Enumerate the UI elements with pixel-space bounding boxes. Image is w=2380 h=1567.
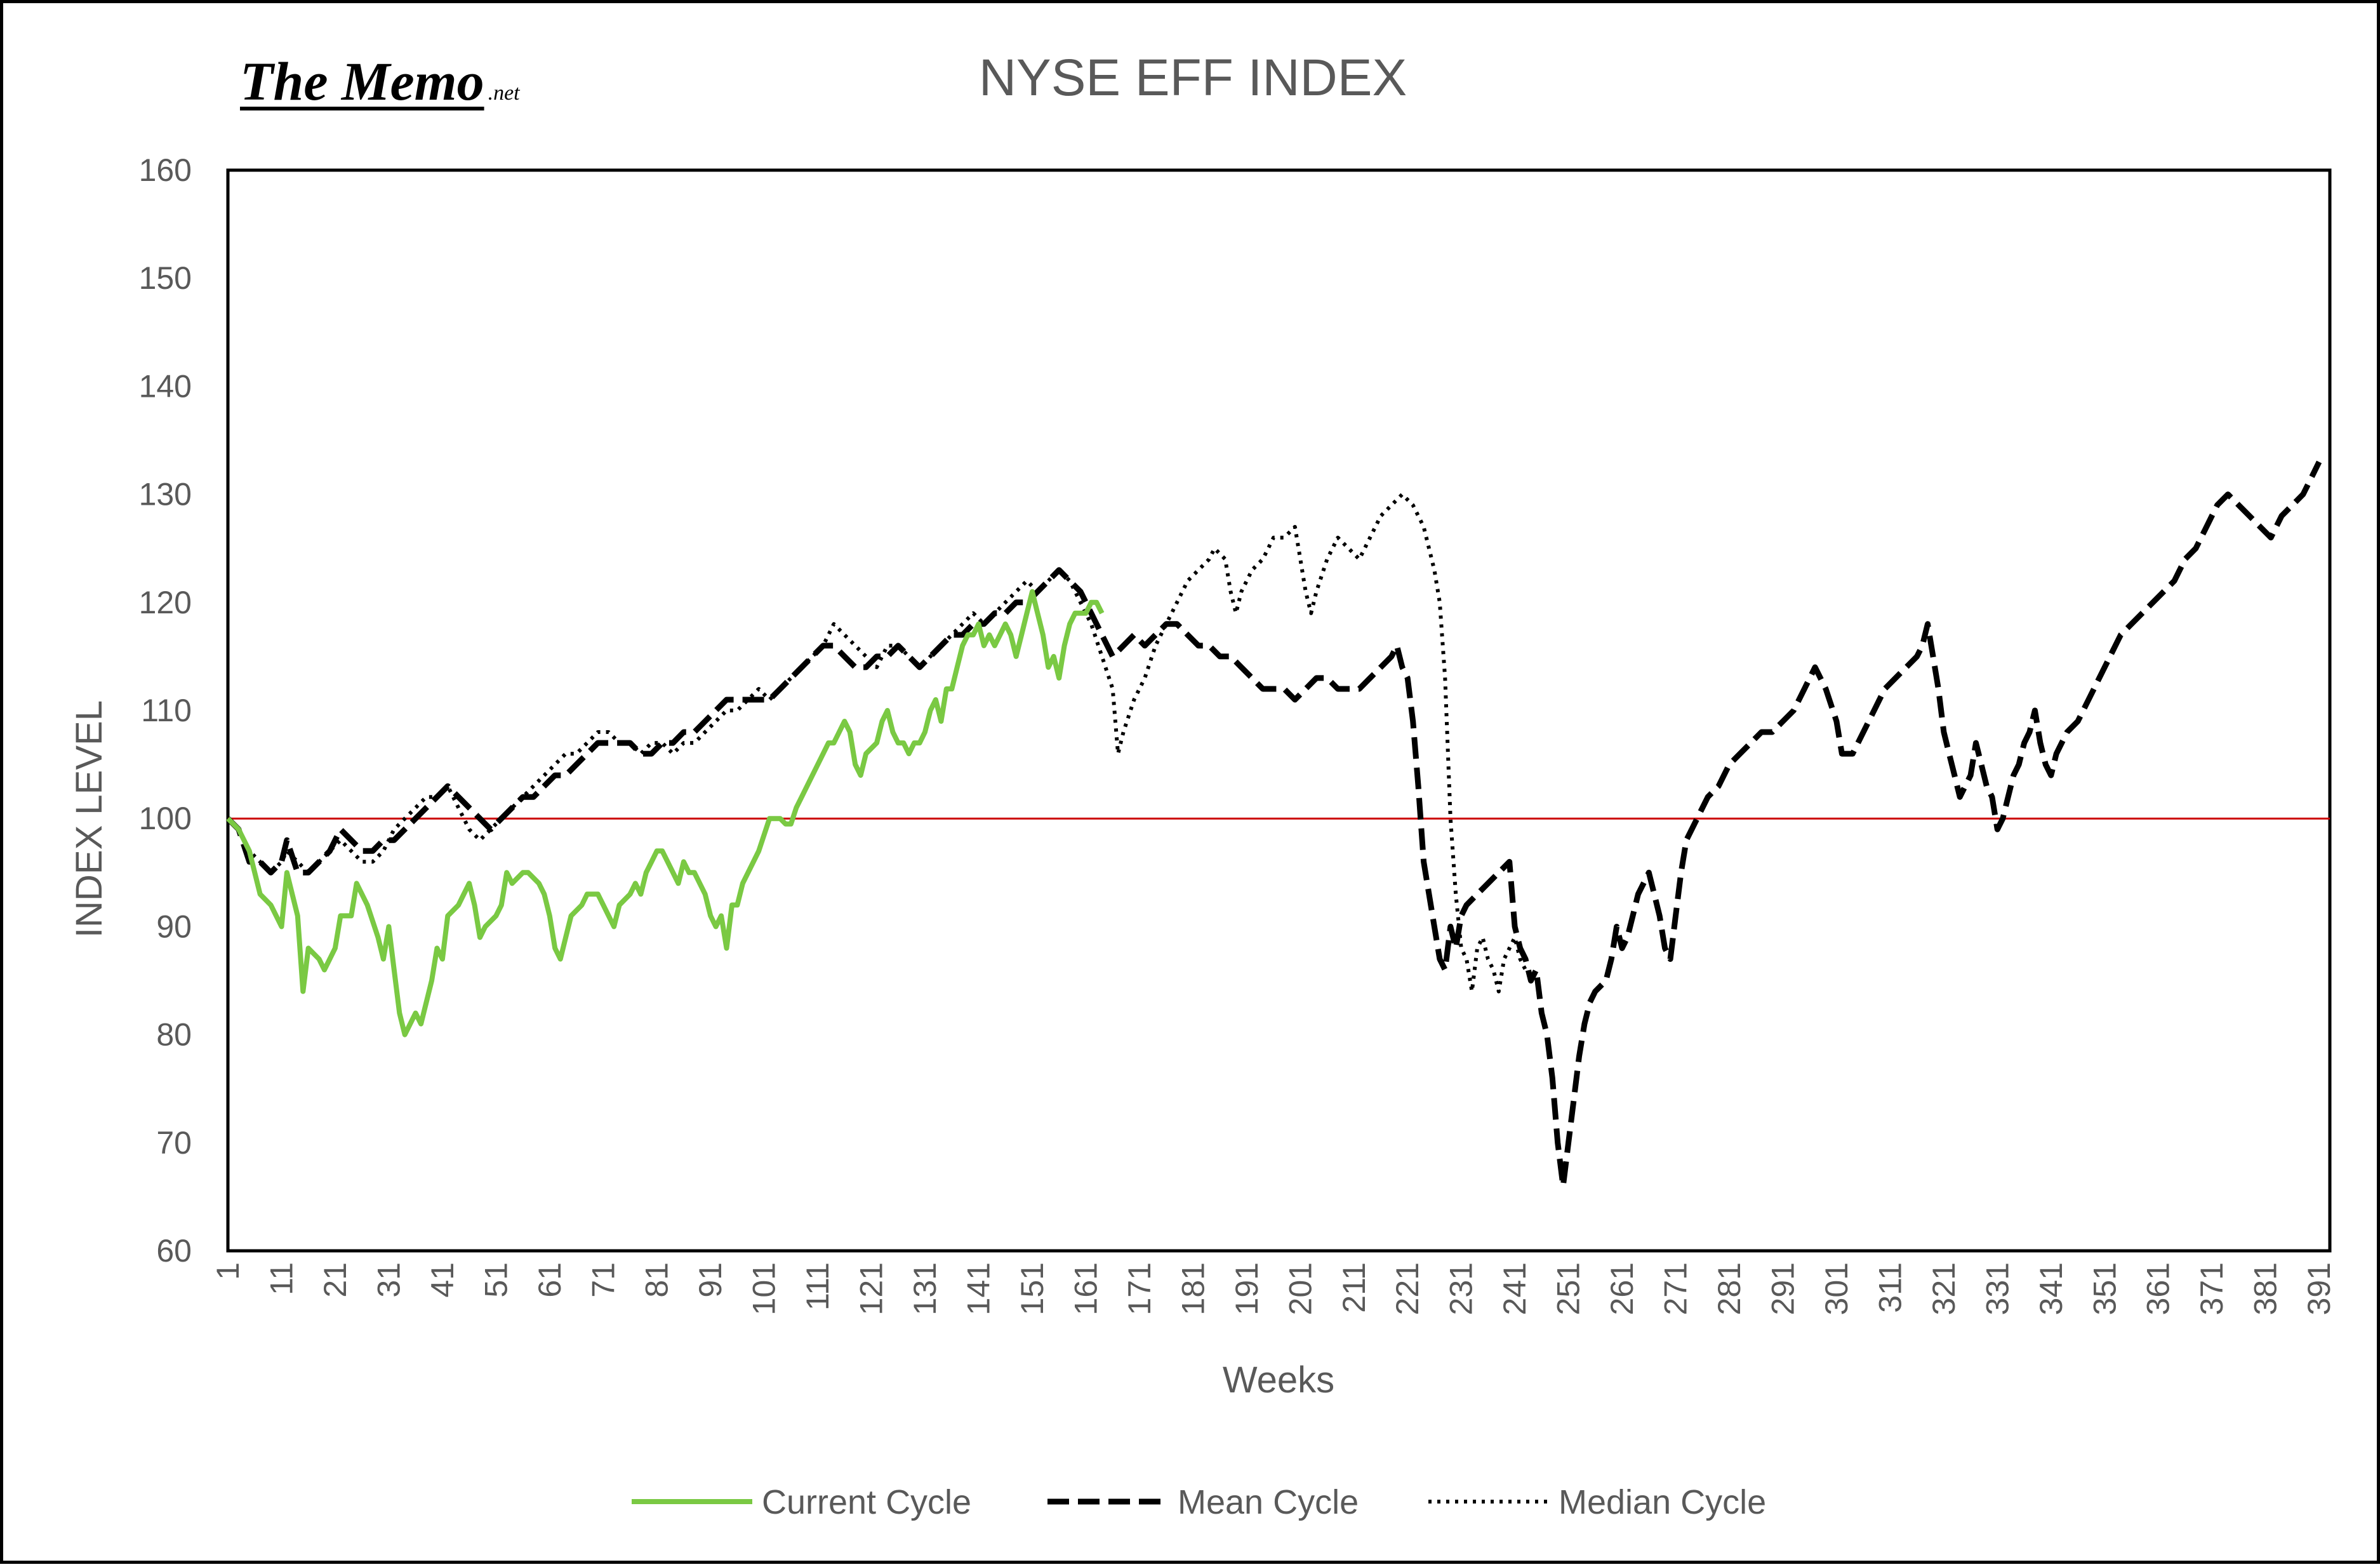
x-tick-label: 301 (1819, 1262, 1854, 1315)
x-tick-label: 81 (639, 1262, 675, 1298)
series-line-mean-cycle (225, 460, 2322, 1189)
x-tick-label: 231 (1444, 1262, 1479, 1315)
x-tick-label: 51 (478, 1262, 514, 1298)
x-tick-label: 91 (693, 1262, 728, 1298)
y-tick-label: 60 (156, 1233, 192, 1269)
x-tick-label: 351 (2087, 1262, 2122, 1315)
series-layer (225, 460, 2330, 1189)
x-tick-label: 161 (1068, 1262, 1103, 1315)
brand-logo-suffix: .net (488, 81, 521, 105)
x-tick-label: 341 (2033, 1262, 2069, 1315)
legend-label: Mean Cycle (1178, 1483, 1359, 1521)
chart-canvas: The Memo .net NYSE EFF INDEX INDEX LEVEL… (69, 49, 2337, 1521)
x-tick-label: 321 (1926, 1262, 1962, 1315)
x-tick-label: 191 (1229, 1262, 1265, 1315)
series-line-current-cycle (226, 589, 1105, 1037)
plot-area (226, 168, 2332, 1253)
series-line-median-cycle (226, 492, 1527, 994)
x-tick-label: 121 (854, 1262, 889, 1315)
y-tick-label: 140 (139, 368, 192, 404)
y-tick-label: 130 (139, 477, 192, 512)
x-tick-label: 371 (2194, 1262, 2230, 1315)
x-tick-label: 31 (371, 1262, 406, 1298)
x-tick-label: 221 (1390, 1262, 1425, 1315)
y-tick-label: 160 (139, 152, 192, 188)
x-tick-label: 101 (747, 1262, 782, 1315)
x-tick-label: 391 (2301, 1262, 2337, 1315)
y-tick-label: 100 (139, 801, 192, 836)
x-tick-label: 331 (1979, 1262, 2015, 1315)
x-tick-label: 381 (2248, 1262, 2284, 1315)
y-tick-label: 70 (156, 1125, 192, 1161)
x-tick-labels: 1 11 21 31 41 51 61 71 81 91 101 111 121 131 141 151 161… (210, 1262, 2337, 1315)
x-tick-label: 11 (263, 1262, 299, 1295)
x-tick-label: 291 (1765, 1262, 1800, 1315)
x-tick-label: 311 (1872, 1262, 1908, 1313)
x-tick-label: 181 (1175, 1262, 1211, 1315)
legend: Current Cycle Mean Cycle Median Cycle (632, 1483, 1766, 1521)
x-tick-label: 261 (1604, 1262, 1640, 1315)
y-tick-label: 80 (156, 1017, 192, 1053)
chart-title: NYSE EFF INDEX (979, 49, 1407, 107)
x-tick-label: 281 (1712, 1262, 1747, 1315)
y-tick-label: 110 (141, 693, 192, 728)
brand-logo: The Memo (240, 51, 484, 112)
y-tick-label: 120 (139, 585, 192, 620)
x-tick-label: 1 (210, 1262, 246, 1280)
x-tick-label: 131 (907, 1262, 943, 1315)
x-tick-label: 71 (585, 1262, 621, 1298)
x-tick-label: 151 (1014, 1262, 1050, 1315)
y-tick-labels: 60 70 80 90 100 110 120 130 140 150 160 (139, 152, 192, 1269)
x-tick-label: 211 (1336, 1262, 1372, 1313)
x-tick-label: 361 (2141, 1262, 2176, 1315)
x-tick-label: 171 (1122, 1262, 1157, 1315)
y-tick-label: 90 (156, 909, 192, 944)
y-axis-title: INDEX LEVEL (69, 700, 110, 938)
x-tick-label: 141 (961, 1262, 997, 1315)
x-tick-label: 61 (532, 1262, 568, 1298)
y-tick-label: 150 (139, 260, 192, 296)
x-tick-label: 271 (1658, 1262, 1694, 1315)
x-tick-label: 21 (317, 1262, 353, 1298)
x-tick-label: 241 (1497, 1262, 1532, 1315)
x-tick-label: 251 (1551, 1262, 1586, 1315)
x-axis-title: Weeks (1223, 1359, 1334, 1401)
legend-label: Current Cycle (762, 1483, 971, 1521)
legend-label: Median Cycle (1559, 1483, 1766, 1521)
x-tick-label: 41 (425, 1262, 460, 1298)
x-tick-label: 111 (800, 1262, 835, 1310)
x-tick-label: 201 (1282, 1262, 1318, 1315)
